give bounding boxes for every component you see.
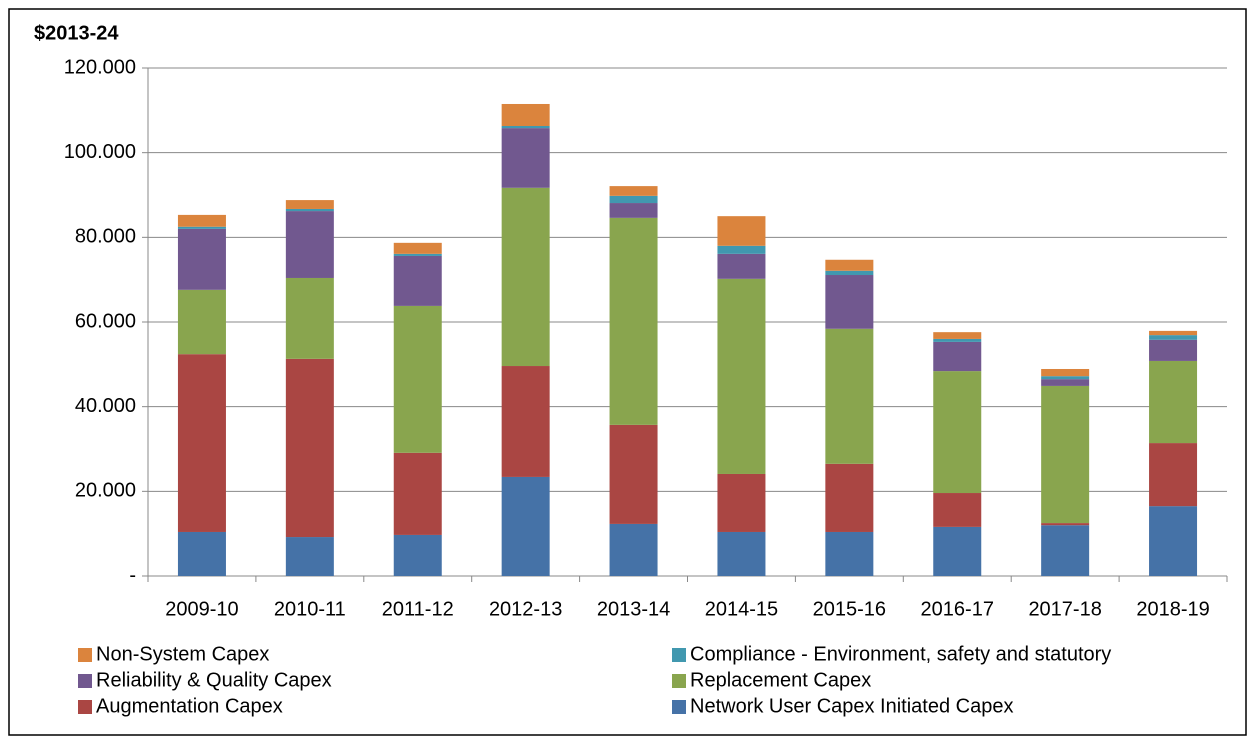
bar-segment — [285, 277, 334, 359]
bar-segment — [1149, 360, 1198, 444]
legend-swatch — [78, 648, 92, 662]
bar-segment — [501, 128, 550, 188]
bar-segment — [393, 253, 442, 256]
bar-segment — [501, 476, 550, 576]
bar-segment — [933, 338, 982, 342]
bar-segment — [1041, 379, 1090, 386]
bar-segment — [825, 328, 874, 464]
bar-segment — [717, 216, 766, 246]
x-tick-label: 2012-13 — [489, 598, 562, 620]
bar-segment — [1041, 368, 1090, 377]
bar-segment — [393, 242, 442, 254]
legend-swatch — [672, 700, 686, 714]
bar-segment — [177, 354, 226, 532]
legend-swatch — [78, 700, 92, 714]
bar-segment — [1041, 525, 1090, 576]
y-tick-label: - — [129, 564, 136, 586]
legend-label: Network User Capex Initiated Capex — [690, 695, 1013, 717]
legend-label: Compliance - Environment, safety and sta… — [690, 643, 1111, 665]
y-axis-label: $2013-24 — [34, 22, 119, 44]
bar-segment — [825, 463, 874, 532]
bar-segment — [609, 217, 658, 425]
x-tick-label: 2017-18 — [1028, 598, 1101, 620]
bar-segment — [501, 187, 550, 367]
bar-segment — [1041, 376, 1090, 380]
bar-segment — [285, 358, 334, 538]
bar-segment — [393, 452, 442, 535]
bar-segment — [1149, 335, 1198, 340]
bar-segment — [609, 203, 658, 218]
bar-segment — [1041, 385, 1090, 524]
y-tick-label: 100.000 — [64, 141, 136, 163]
bar-segment — [933, 371, 982, 494]
y-tick-label: 120.000 — [64, 56, 136, 78]
bar-segment — [393, 255, 442, 306]
x-tick-label: 2009-10 — [165, 598, 238, 620]
bar-segment — [177, 289, 226, 355]
bar-segment — [609, 186, 658, 196]
bar-segment — [393, 305, 442, 453]
bar-segment — [717, 245, 766, 254]
legend-swatch — [672, 674, 686, 688]
bar-segment — [285, 537, 334, 576]
bar-segment — [717, 253, 766, 279]
bar-segment — [285, 208, 334, 212]
y-tick-label: 80.000 — [75, 226, 136, 248]
bar-segment — [933, 332, 982, 339]
bar-segment — [177, 226, 226, 229]
bar-segment — [1149, 339, 1198, 361]
bar-segment — [717, 278, 766, 474]
legend-swatch — [672, 648, 686, 662]
bar-segment — [1041, 523, 1090, 526]
bar-segment — [933, 493, 982, 527]
x-tick-label: 2015-16 — [813, 598, 886, 620]
x-tick-label: 2010-11 — [274, 598, 346, 620]
x-tick-label: 2011-12 — [382, 598, 454, 620]
bar-segment — [717, 473, 766, 532]
bar-segment — [609, 424, 658, 524]
x-tick-label: 2014-15 — [705, 598, 778, 620]
legend-label: Non-System Capex — [96, 643, 269, 665]
bar-segment — [609, 195, 658, 204]
x-tick-label: 2013-14 — [597, 598, 670, 620]
bar-segment — [933, 341, 982, 372]
bar-segment — [825, 531, 874, 576]
legend-label: Replacement Capex — [690, 669, 871, 691]
x-tick-label: 2018-19 — [1136, 598, 1209, 620]
bar-segment — [933, 526, 982, 576]
bar-segment — [825, 270, 874, 276]
bar-segment — [285, 211, 334, 278]
bar-segment — [285, 200, 334, 209]
bar-segment — [501, 366, 550, 477]
bar-segment — [177, 531, 226, 576]
bar-segment — [717, 531, 766, 576]
x-tick-label: 2016-17 — [921, 598, 994, 620]
bar-segment — [1149, 506, 1198, 576]
y-tick-label: 20.000 — [75, 480, 136, 502]
bar-segment — [1149, 330, 1198, 336]
bar-segment — [177, 214, 226, 227]
legend-swatch — [78, 674, 92, 688]
bar-segment — [609, 523, 658, 576]
legend-label: Reliability & Quality Capex — [96, 669, 332, 691]
bar-segment — [1149, 443, 1198, 507]
legend-label: Augmentation Capex — [96, 695, 283, 717]
bar-segment — [501, 125, 550, 129]
bar-segment — [177, 228, 226, 290]
y-tick-label: 60.000 — [75, 310, 136, 332]
bar-segment — [825, 275, 874, 329]
bar-segment — [825, 259, 874, 271]
bar-segment — [393, 534, 442, 576]
y-tick-label: 40.000 — [75, 395, 136, 417]
bar-segment — [501, 103, 550, 126]
